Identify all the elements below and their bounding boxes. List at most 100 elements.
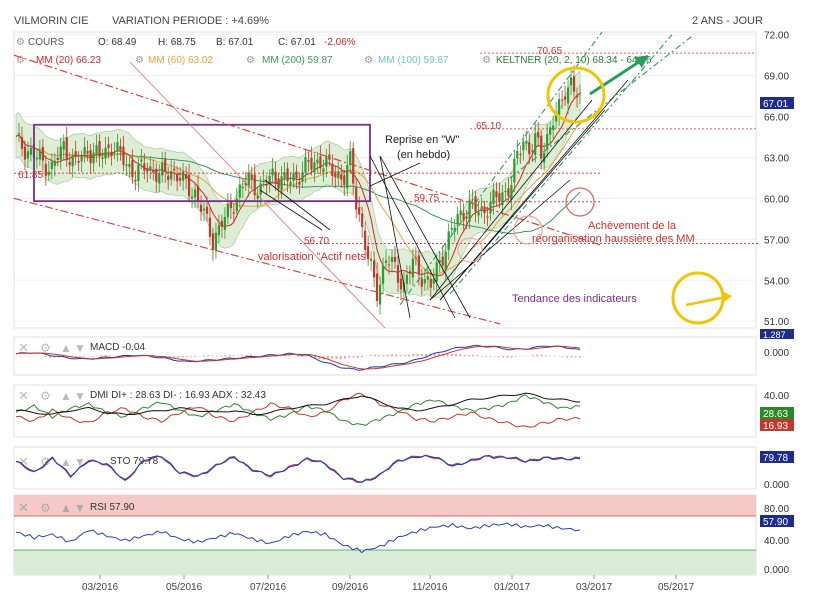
gear-icon[interactable]: ⚙ <box>40 455 51 469</box>
candle-body <box>80 156 83 162</box>
arrow-down-icon[interactable]: ▼ <box>74 341 86 355</box>
annotation-hebdo: (en hebdo) <box>397 149 450 161</box>
candle-body <box>459 210 462 216</box>
gear-icon[interactable]: ⚙ <box>40 501 51 515</box>
candle-body <box>399 278 403 290</box>
candle-body <box>214 232 218 251</box>
dmi-panel: ✕ ⚙ ▲ ▼ DMI DI+ : 28.63 DI- : 16.93 ADX … <box>13 384 794 438</box>
x-tick-label: 03/2016 <box>82 582 119 593</box>
candle-body <box>525 141 528 144</box>
candle-body <box>378 284 382 305</box>
close-icon[interactable]: ✕ <box>18 454 29 469</box>
arrow-down-icon[interactable]: ▼ <box>74 501 86 515</box>
macd-histogram-bar <box>373 354 376 357</box>
candle-body <box>86 150 89 154</box>
gear-icon[interactable]: ⚙ <box>16 55 25 66</box>
macd-histogram-bar <box>549 355 552 357</box>
candle-body <box>232 212 235 214</box>
candle-body <box>229 200 232 209</box>
candle-body <box>268 175 271 183</box>
macd-histogram-bar <box>356 356 359 358</box>
candle-body <box>352 148 355 184</box>
candle-body <box>107 144 110 148</box>
gear-icon[interactable]: ⚙ <box>364 55 373 66</box>
candle-body <box>74 151 77 158</box>
macd-histogram-bar <box>279 355 282 357</box>
candle-body <box>381 265 385 284</box>
candle-body <box>205 206 209 214</box>
candle-body <box>334 172 337 178</box>
macd-histogram-bar <box>348 356 351 358</box>
macd-histogram-bar <box>361 356 364 358</box>
macd-histogram-bar <box>228 355 231 357</box>
candle-body <box>405 274 409 284</box>
candle-body <box>372 260 376 278</box>
macd-histogram-bar <box>339 356 342 360</box>
gear-icon[interactable]: ⚙ <box>40 389 51 403</box>
y-axis-main: 72.00 69.00 66.00 63.00 60.00 57.00 54.00 51.00 <box>764 31 789 328</box>
candle-body <box>489 202 492 214</box>
candle-body <box>190 196 194 199</box>
candle-body <box>465 216 468 219</box>
gear-icon[interactable]: ⚙ <box>135 55 144 66</box>
x-axis: 03/2016 05/2016 07/2016 09/2016 11/2016 01/20… <box>82 575 695 593</box>
gear-icon[interactable]: ⚙ <box>40 341 51 355</box>
annotation-valorisation: valorisation "Actif nets" <box>258 251 370 263</box>
candle-body <box>187 174 191 197</box>
candle-body <box>280 176 283 191</box>
candle-body <box>247 172 250 187</box>
macd-histogram-bar <box>425 353 428 357</box>
macd-histogram-bar <box>579 356 581 358</box>
candle-body <box>355 187 358 210</box>
candle-body <box>450 228 453 230</box>
legend-high: H: 68.75 <box>158 37 196 48</box>
candle-body <box>95 145 98 156</box>
candle-body <box>349 151 352 166</box>
dmi-minus-label: 16.93 <box>763 421 788 432</box>
candle-body <box>513 158 516 183</box>
arrow-down-icon[interactable]: ▼ <box>74 455 86 469</box>
fan-line <box>259 189 323 231</box>
macd-histogram-bar <box>44 356 47 358</box>
macd-histogram-bar <box>399 355 402 357</box>
yellow-arrow-head <box>722 291 732 302</box>
macd-histogram-bar <box>489 356 492 357</box>
gear-icon[interactable]: ⚙ <box>246 55 255 66</box>
arrow-down-icon[interactable]: ▼ <box>74 389 86 403</box>
gear-icon[interactable]: ⚙ <box>482 55 491 66</box>
x-tick-label: 03/2017 <box>576 582 613 593</box>
arrow-up-icon[interactable]: ▲ <box>60 389 72 403</box>
macd-histogram-bar <box>297 356 299 357</box>
candle-body <box>492 189 495 204</box>
close-icon[interactable]: ✕ <box>18 340 29 355</box>
macd-histogram-bar <box>420 354 423 357</box>
fan-line <box>439 79 629 301</box>
close-icon[interactable]: ✕ <box>18 388 29 403</box>
macd-histogram-bar <box>245 355 248 357</box>
y-tick-label: 60.00 <box>764 194 789 205</box>
arrow-up-icon[interactable]: ▲ <box>60 501 72 515</box>
arrow-up-icon[interactable]: ▲ <box>60 341 72 355</box>
gear-icon[interactable]: ⚙ <box>16 37 25 48</box>
consolidation-box <box>33 123 371 203</box>
macd-histogram-bar <box>168 356 171 358</box>
macd-histogram-bar <box>173 356 176 358</box>
candle-body <box>522 141 525 151</box>
candle-body <box>307 160 310 162</box>
macd-histogram-bar <box>403 355 406 357</box>
candle-body <box>134 180 137 182</box>
macd-histogram-bar <box>79 356 82 357</box>
macd-histogram-bar <box>96 355 99 357</box>
candle-body <box>516 150 519 159</box>
arrow-up-icon[interactable]: ▲ <box>60 455 72 469</box>
candle-body <box>179 178 182 181</box>
candle-body <box>193 189 197 198</box>
legend-low: B: 67.01 <box>216 37 254 48</box>
macd-histogram-bar <box>318 356 321 360</box>
candle-body <box>558 99 561 116</box>
close-icon[interactable]: ✕ <box>18 500 29 515</box>
macd-histogram-bar <box>104 355 107 357</box>
candle-body <box>534 133 537 156</box>
macd-histogram-bar <box>532 355 534 357</box>
macd-histogram-bar <box>305 356 308 357</box>
